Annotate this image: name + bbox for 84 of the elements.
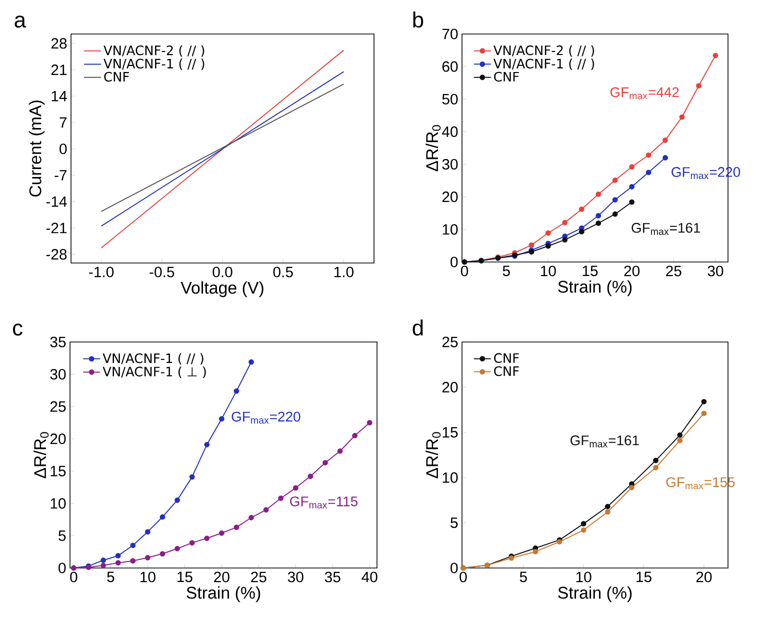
chart-title: a xyxy=(14,16,26,28)
x-tick-label: 15 xyxy=(178,572,192,582)
x-tick-label: 20 xyxy=(696,572,712,582)
chart-title: c xyxy=(13,324,22,336)
legend-label: CNF xyxy=(494,72,519,82)
y-tick-label: 40 xyxy=(442,126,458,137)
chart-title: d xyxy=(412,320,423,336)
x-tick-label: 25 xyxy=(251,572,266,582)
x-tick-label: 5 xyxy=(502,266,510,276)
x-tick-label: 5 xyxy=(107,572,114,582)
x-tick-label: 0 xyxy=(70,572,78,582)
x-tick-label: 0.0 xyxy=(212,266,232,278)
y-tick-label: 30 xyxy=(50,368,66,380)
y-tick-label: 10 xyxy=(50,498,66,509)
y-tick-label: 7 xyxy=(60,117,67,128)
x-tick-label: 30 xyxy=(708,266,724,276)
x-tick-label: 30 xyxy=(288,572,304,582)
y-tick-label: 10 xyxy=(442,224,458,235)
x-tick-label: 5 xyxy=(520,572,527,582)
chart-title: b xyxy=(413,12,424,28)
x-tick-label: 0.5 xyxy=(273,266,293,278)
y-tick-label: 15 xyxy=(50,466,66,476)
y-tick-label: -7 xyxy=(54,170,67,180)
y-tick-label: 25 xyxy=(442,336,458,348)
legend-label: VN/ACNF-1 ( // ) xyxy=(104,58,204,70)
legend-label: CNF xyxy=(104,72,129,82)
x-tick-label: 15 xyxy=(582,266,598,276)
y-tick-label: 60 xyxy=(442,61,458,72)
x-tick-label: 35 xyxy=(324,572,340,582)
x-tick-label: 1.0 xyxy=(334,266,354,278)
x-tick-label: 40 xyxy=(362,572,378,582)
x-tick-label: 20 xyxy=(214,572,230,582)
x-tick-label: 10 xyxy=(576,572,592,582)
x-tick-label: 10 xyxy=(140,572,156,582)
legend-label: VN/ACNF-2 ( // ) xyxy=(493,45,594,57)
y-axis-title: ΔR/R$_{0}$ xyxy=(426,432,441,478)
y-tick-label: 35 xyxy=(50,336,66,348)
y-tick-label: 0 xyxy=(60,144,67,154)
y-tick-label: 50 xyxy=(442,94,458,104)
annotation: GF$_{max}$=115 xyxy=(290,496,358,508)
x-tick-label: -1.0 xyxy=(89,266,114,278)
y-tick-label: 70 xyxy=(442,28,458,40)
y-tick-label: 0 xyxy=(450,562,458,574)
x-axis-title: Strain (%) xyxy=(558,280,632,296)
y-axis-title: ΔR/R$_{0}$ xyxy=(34,432,49,478)
y-tick-label: 21 xyxy=(51,64,67,75)
y-tick-label: 5 xyxy=(58,530,66,541)
legend-label: VN/ACNF-2 ( // ) xyxy=(104,45,204,57)
annotation: GF$_{max}$=442 xyxy=(610,87,679,100)
x-axis-title: Strain (%) xyxy=(186,586,260,602)
x-tick-label: 0 xyxy=(460,572,467,582)
y-tick-label: 10 xyxy=(442,472,458,483)
y-axis-title: Current (mA) xyxy=(28,100,45,197)
y-tick-label: 0 xyxy=(450,256,458,268)
x-tick-label: -0.5 xyxy=(150,266,174,278)
legend-label: CNF xyxy=(494,366,519,376)
x-axis-title: Voltage (V) xyxy=(180,281,264,298)
y-tick-label: -28 xyxy=(46,249,67,260)
x-tick-label: 10 xyxy=(540,266,556,276)
x-tick-label: 0 xyxy=(460,266,468,276)
annotation: GF$_{max}$=161 xyxy=(632,222,700,235)
y-tick-label: 30 xyxy=(442,158,458,170)
x-tick-label: 25 xyxy=(666,266,682,276)
y-tick-label: 20 xyxy=(50,434,66,444)
y-tick-label: -21 xyxy=(46,222,67,234)
y-tick-label: 20 xyxy=(442,192,458,202)
legend-label: VN/ACNF-1 ( // ) xyxy=(102,353,204,365)
y-tick-label: 25 xyxy=(50,401,66,412)
x-axis-title: Strain (%) xyxy=(558,586,632,602)
y-tick-label: 14 xyxy=(52,90,67,102)
y-tick-label: 0 xyxy=(58,562,66,574)
x-tick-label: 20 xyxy=(624,266,640,276)
annotation: GF$_{max}$=161 xyxy=(570,435,639,448)
y-tick-label: 28 xyxy=(51,38,67,49)
x-tick-label: 15 xyxy=(636,572,652,582)
legend-label: VN/ACNF-1 ( ⊥ ) xyxy=(102,366,206,378)
legend-label: VN/ACNF-1 ( // ) xyxy=(493,58,594,70)
y-tick-label: -14 xyxy=(46,196,67,207)
y-axis-title: ΔR/R$_{0}$ xyxy=(426,125,441,172)
y-tick-label: 5 xyxy=(450,518,458,528)
legend-label: CNF xyxy=(494,353,519,363)
y-tick-label: 15 xyxy=(442,427,458,438)
y-tick-label: 20 xyxy=(442,382,458,392)
annotation: GF$_{max}$=220 xyxy=(232,412,300,424)
